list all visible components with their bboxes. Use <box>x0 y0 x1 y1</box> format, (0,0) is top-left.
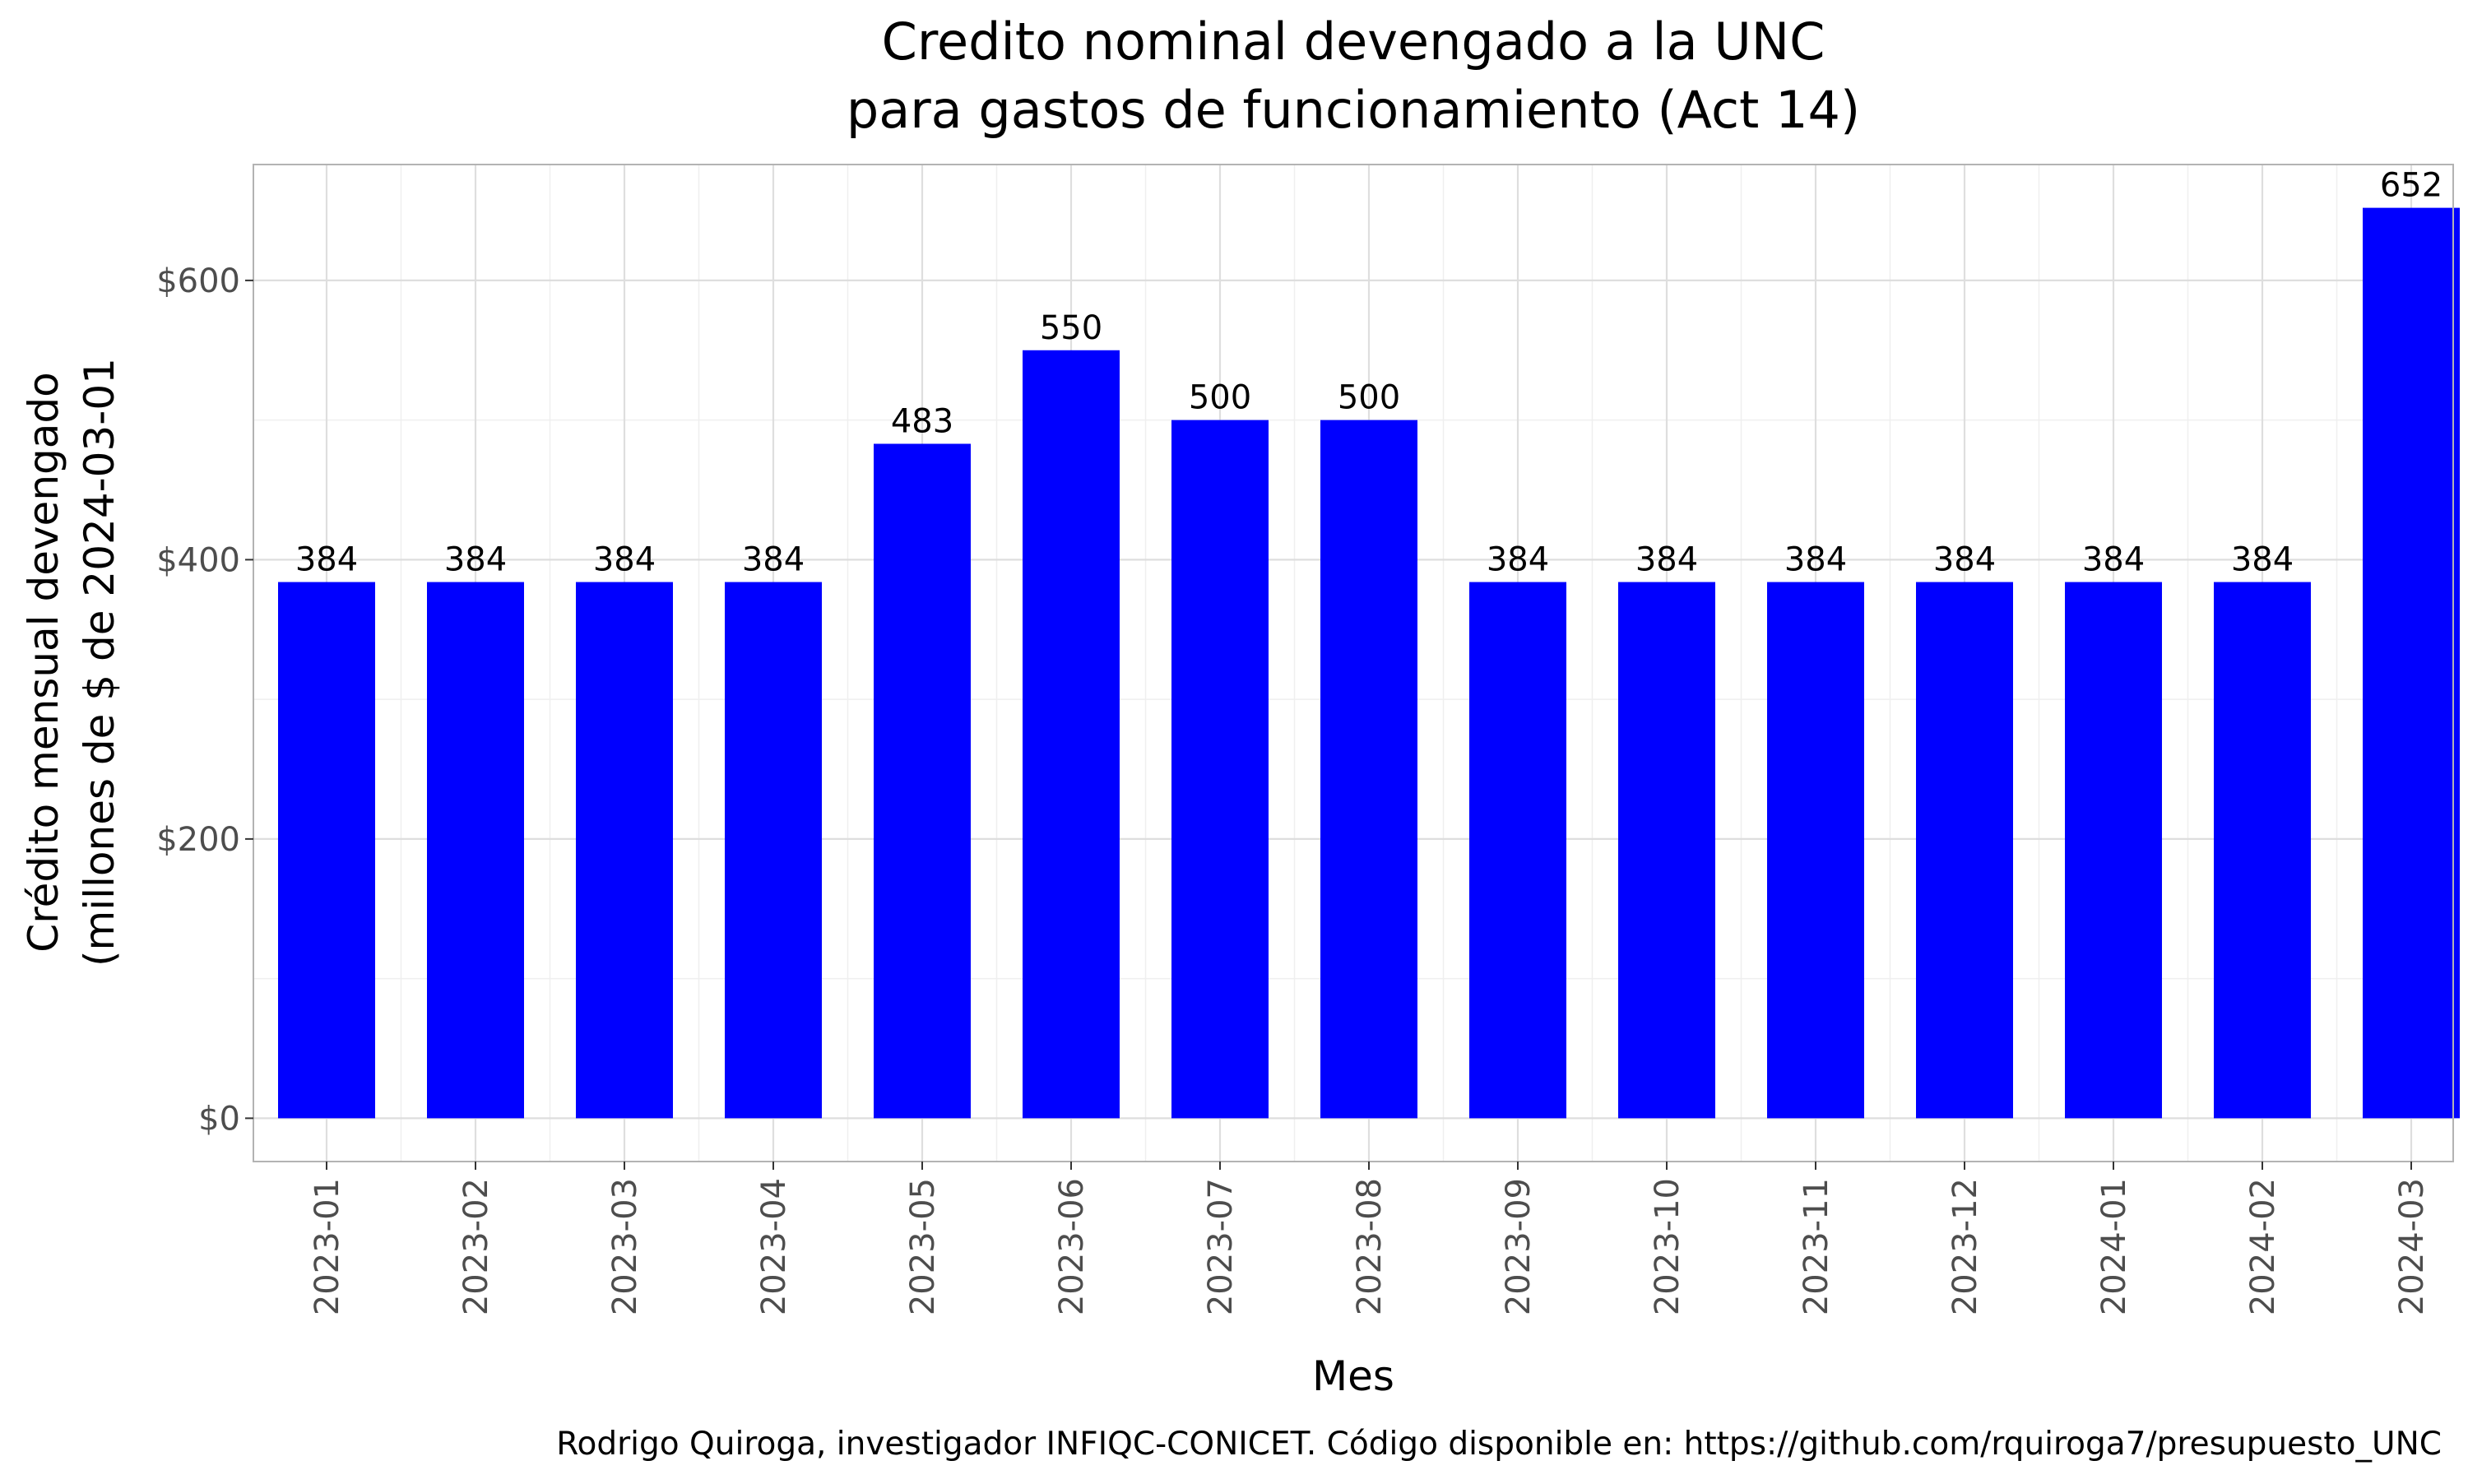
panel-border <box>253 164 2454 1162</box>
bar <box>725 582 822 1119</box>
y-tick-label: $200 <box>156 821 240 859</box>
bar <box>427 582 524 1119</box>
bar-value-label: 652 <box>2380 167 2442 205</box>
x-tick-label: 2023-02 <box>457 1178 495 1315</box>
bar <box>1767 582 1864 1119</box>
bar-value-label: 384 <box>742 541 805 579</box>
bar-value-label: 384 <box>593 541 656 579</box>
x-tick-label: 2023-06 <box>1053 1178 1091 1315</box>
bar <box>1171 420 1269 1119</box>
bar-value-label: 384 <box>295 541 358 579</box>
bar <box>874 443 971 1119</box>
bar-value-label: 384 <box>444 541 507 579</box>
bar-value-label: 384 <box>1933 541 1996 579</box>
x-tick-label: 2024-03 <box>2393 1178 2431 1315</box>
bar-value-label: 483 <box>891 402 953 440</box>
bar-value-label: 384 <box>1784 541 1847 579</box>
bars <box>278 207 2460 1119</box>
x-axis-label: Mes <box>1312 1352 1394 1400</box>
bar-value-label: 384 <box>1487 541 1549 579</box>
bar <box>576 582 673 1119</box>
x-tick-label: 2024-02 <box>2244 1178 2282 1315</box>
bar <box>2363 207 2460 1119</box>
y-tick-label: $0 <box>198 1100 240 1138</box>
bar <box>2065 582 2162 1119</box>
y-axis-label-line2: (millones de $ de 2024-03-01 <box>76 358 123 967</box>
bar-value-label: 384 <box>2082 541 2145 579</box>
chart-title: Credito nominal devengado a la UNC <box>882 12 1825 72</box>
x-tick-label: 2023-07 <box>1202 1178 1240 1315</box>
x-tick-label: 2023-10 <box>1649 1178 1686 1315</box>
x-tick-label: 2023-03 <box>606 1178 644 1315</box>
bar-value-label: 500 <box>1189 379 1251 417</box>
x-axis: 2023-01 2023-02 2023-03 2023-04 2023-05 2023-… <box>308 1162 2431 1315</box>
bar-value-label: 550 <box>1040 309 1102 347</box>
x-tick-label: 2024-01 <box>2095 1178 2133 1315</box>
bar-value-label: 500 <box>1338 379 1400 417</box>
chart-caption: Rodrigo Quiroga, investigador INFIQC-CON… <box>556 1426 2442 1463</box>
y-axis: $0 $200 $400 $600 <box>156 262 253 1138</box>
x-tick-label: 2023-08 <box>1351 1178 1389 1315</box>
x-tick-label: 2023-05 <box>904 1178 942 1315</box>
x-tick-label: 2023-11 <box>1798 1178 1835 1315</box>
y-tick-label: $400 <box>156 541 240 579</box>
bar <box>1916 582 2013 1119</box>
x-tick-label: 2023-01 <box>308 1178 346 1315</box>
x-tick-label: 2023-09 <box>1500 1178 1538 1315</box>
bar <box>2214 582 2311 1119</box>
bar-value-label: 384 <box>1635 541 1698 579</box>
bar <box>1023 350 1120 1119</box>
y-axis-label-line1: Crédito mensual devengado <box>20 372 67 952</box>
bar <box>1618 582 1715 1119</box>
bar-value-label: 384 <box>2231 541 2294 579</box>
bar <box>278 582 375 1119</box>
x-tick-label: 2023-12 <box>1946 1178 1984 1315</box>
data-labels: 384 384 384 384 483 550 500 500 384 384 384 384 384 3… <box>295 167 2442 579</box>
bar <box>1320 420 1417 1119</box>
y-tick-label: $600 <box>156 262 240 300</box>
chart-subtitle: para gastos de funcionamiento (Act 14) <box>847 80 1860 140</box>
x-tick-label: 2023-04 <box>755 1178 793 1315</box>
bar <box>1469 582 1566 1119</box>
